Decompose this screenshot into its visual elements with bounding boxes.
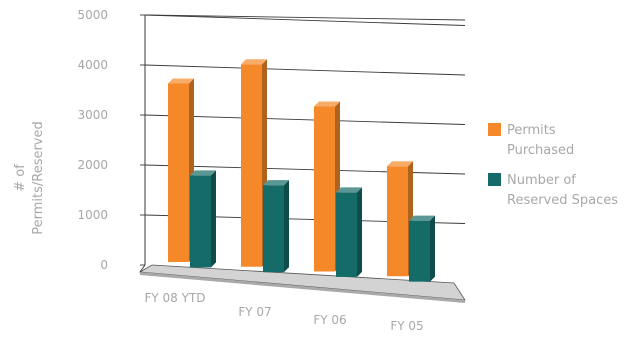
legend-label: Permits Purchased xyxy=(507,123,574,158)
y-axis-title: # of Permits/Reserved xyxy=(13,121,46,235)
y-axis-title-text: # of Permits/Reserved xyxy=(13,121,46,235)
bar-front xyxy=(190,175,211,268)
legend: Permits Purchased Number of Reserved Spaces xyxy=(488,123,618,208)
floor-edge xyxy=(140,272,465,303)
bar-top xyxy=(409,215,435,221)
gridline-top xyxy=(144,14,466,21)
bar-front xyxy=(168,83,189,262)
bar-front xyxy=(336,192,357,277)
bar-top xyxy=(168,78,194,84)
bar-top xyxy=(241,59,267,65)
bar-reserved xyxy=(263,180,289,273)
gridline xyxy=(144,14,466,26)
x-tick-labels: FY 08 YTD FY 07 FY 06 FY 05 xyxy=(144,291,423,333)
axis-depth-edge xyxy=(139,264,146,273)
y-tick-label: 0 xyxy=(100,258,108,272)
y-tick-label: 4000 xyxy=(77,58,108,72)
bar-reserved xyxy=(409,215,435,282)
bar-top xyxy=(263,180,289,186)
legend-label: Number of Reserved Spaces xyxy=(507,173,618,208)
gridline xyxy=(144,64,466,76)
bar-top xyxy=(336,187,362,193)
bar-reserved xyxy=(336,187,362,277)
bar-top xyxy=(387,161,413,167)
bar-permits xyxy=(387,161,413,277)
bar-side xyxy=(284,180,289,273)
x-tick-label: FY 06 xyxy=(313,313,346,327)
bar-top xyxy=(190,170,216,176)
bar-reserved xyxy=(190,170,216,268)
bar-side xyxy=(211,170,216,268)
y-tick-label: 2000 xyxy=(77,158,108,172)
x-tick-label: FY 05 xyxy=(390,319,423,333)
bar-front xyxy=(387,166,408,277)
y-tick-label: 1000 xyxy=(77,208,108,222)
chart-axes xyxy=(139,14,466,273)
bar-front xyxy=(314,106,335,272)
gridline xyxy=(144,114,466,125)
y-tick-label: 3000 xyxy=(77,108,108,122)
y-tick-labels: 0 1000 2000 3000 4000 5000 xyxy=(77,8,108,272)
x-tick-label: FY 07 xyxy=(238,305,271,319)
legend-swatch xyxy=(488,123,501,136)
chart-floor xyxy=(138,264,466,303)
bar-top xyxy=(314,101,340,107)
y-tick-label: 5000 xyxy=(77,8,108,22)
bar-group xyxy=(168,59,435,282)
bar-front xyxy=(263,185,284,273)
bar-side xyxy=(357,187,362,277)
bar-front xyxy=(409,220,430,282)
bar-side xyxy=(430,215,435,282)
x-tick-label: FY 08 YTD xyxy=(144,291,205,305)
legend-swatch xyxy=(488,173,501,186)
bar-front xyxy=(241,64,262,267)
